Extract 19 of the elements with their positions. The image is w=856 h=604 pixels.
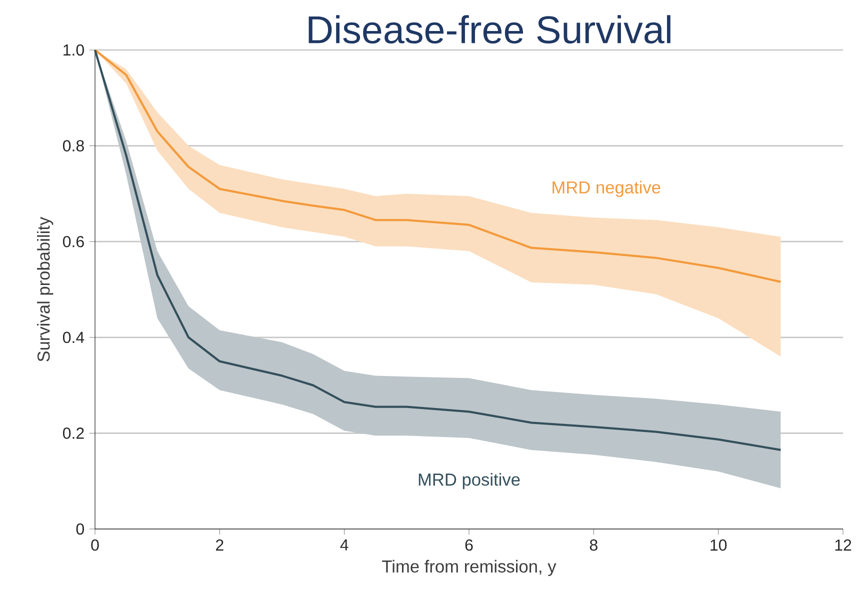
y-tick-label: 1.0 xyxy=(64,44,84,56)
x-tick-label: 4 xyxy=(340,539,348,550)
x-tick-label: 10 xyxy=(710,539,727,551)
x-tick-label: 8 xyxy=(590,539,598,551)
y-tick-label: 0.2 xyxy=(62,428,84,439)
x-axis-title: Time from remission, y xyxy=(382,560,556,576)
x-tick-label: 12 xyxy=(835,539,852,551)
text: MRD negative xyxy=(552,180,660,197)
chart-title: Disease-free Survival xyxy=(308,15,670,44)
y-tick-label: 0.6 xyxy=(62,236,84,248)
text: MRD positive xyxy=(418,473,520,490)
y-tick-label: 0.4 xyxy=(62,332,84,344)
y-axis-title: Survival probability xyxy=(37,216,54,362)
x-tick-label: 6 xyxy=(465,539,473,551)
x-tick-label: 2 xyxy=(216,539,224,551)
y-tick-label: 0 xyxy=(76,523,84,535)
x-tick-label: 0 xyxy=(91,539,99,551)
y-tick-label: 0.8 xyxy=(62,140,84,152)
line-series xyxy=(94,48,782,283)
